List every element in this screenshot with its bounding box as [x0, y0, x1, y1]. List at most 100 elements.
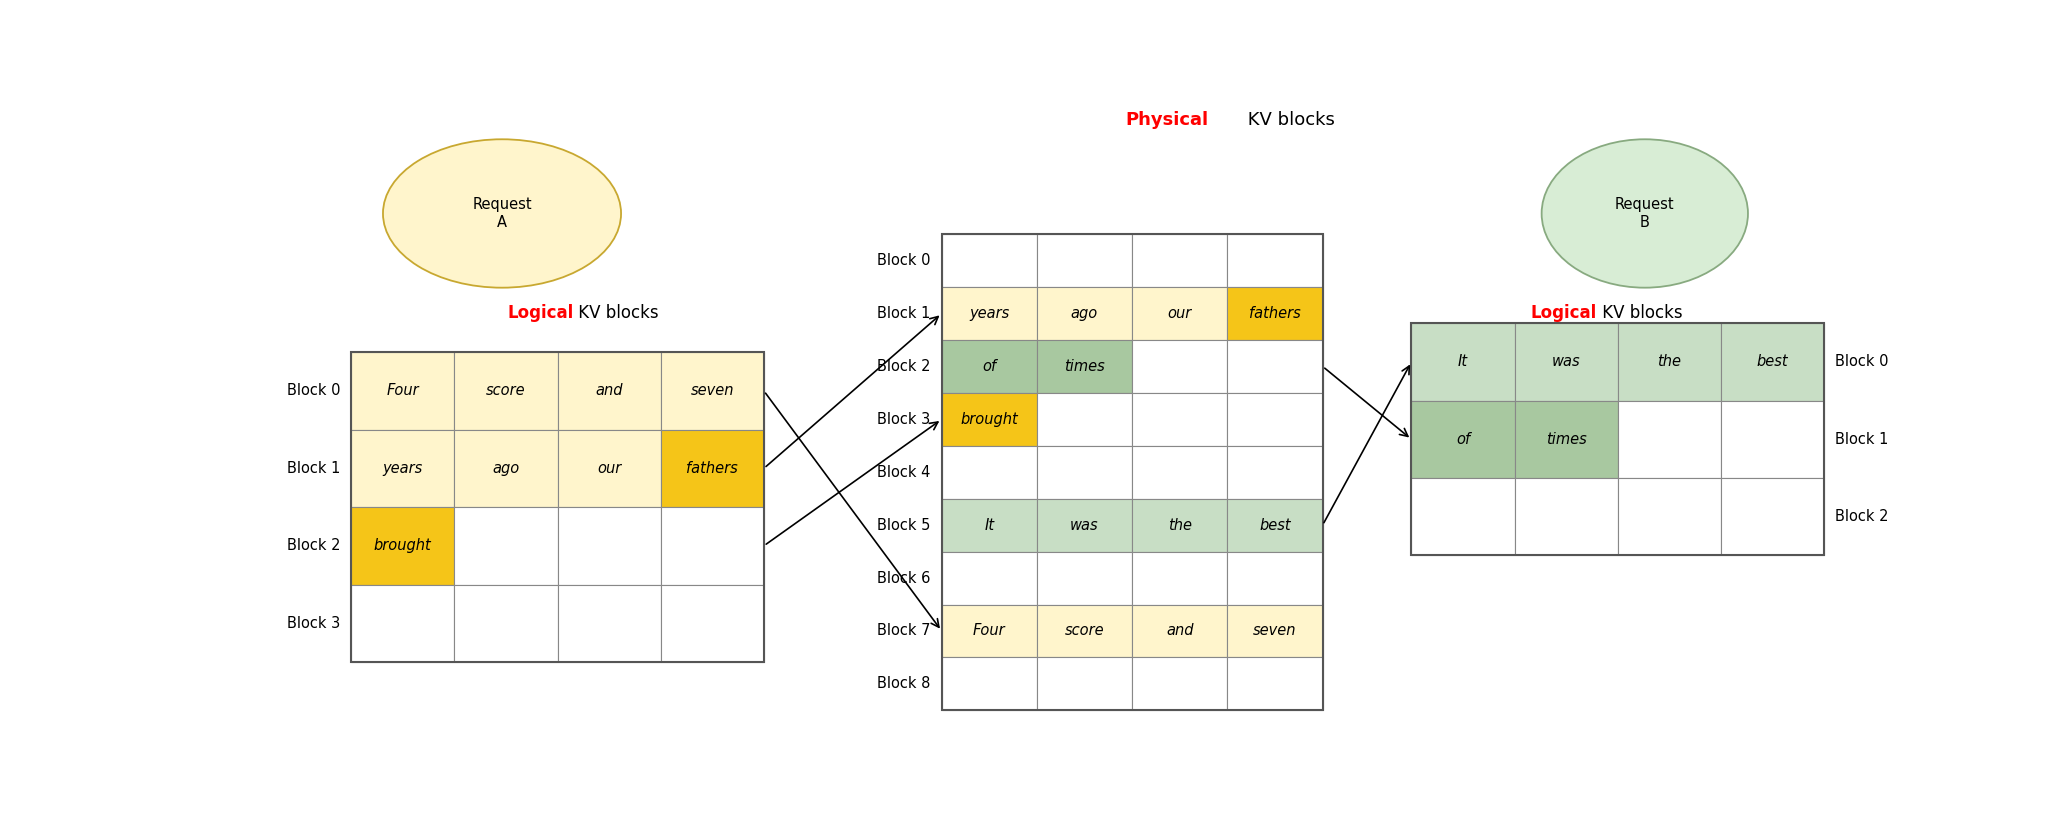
Text: KV blocks: KV blocks [1597, 304, 1683, 323]
Bar [1227, 499, 1323, 551]
Bar [1720, 323, 1825, 401]
Text: our: our [598, 461, 621, 476]
Bar [455, 585, 557, 662]
Text: Four: Four [387, 384, 420, 398]
Text: fathers: fathers [686, 461, 737, 476]
Bar [1036, 658, 1133, 711]
Text: best: best [1260, 518, 1290, 533]
Text: Block 8: Block 8 [877, 676, 930, 691]
Bar [1036, 234, 1133, 287]
Bar [1133, 234, 1227, 287]
Bar [557, 352, 662, 430]
Bar [942, 234, 1036, 287]
Bar [1411, 401, 1516, 478]
Text: years: years [383, 461, 424, 476]
Text: our: our [1167, 306, 1192, 321]
Text: Block 2: Block 2 [877, 359, 930, 374]
Bar [1133, 551, 1227, 604]
Text: score: score [485, 384, 526, 398]
Bar [1227, 234, 1323, 287]
Bar [455, 430, 557, 507]
Bar [1411, 323, 1516, 401]
Bar [1618, 401, 1720, 478]
Bar [942, 499, 1036, 551]
Bar [1036, 340, 1133, 393]
Text: KV blocks: KV blocks [573, 304, 659, 323]
Text: Block 2: Block 2 [1835, 510, 1888, 525]
Text: best: best [1757, 354, 1788, 370]
Text: Block 0: Block 0 [877, 253, 930, 268]
Bar [1411, 323, 1825, 556]
Bar [1036, 287, 1133, 340]
Bar [942, 287, 1036, 340]
Bar [662, 585, 764, 662]
Bar [557, 430, 662, 507]
Text: and: and [1165, 623, 1194, 639]
Text: Block 3: Block 3 [877, 411, 930, 427]
Bar [1227, 551, 1323, 604]
Bar [1036, 393, 1133, 446]
Text: Block 2: Block 2 [287, 538, 340, 553]
Text: seven: seven [1253, 623, 1296, 639]
Bar [1516, 478, 1618, 556]
Bar [662, 430, 764, 507]
Bar [1227, 446, 1323, 499]
Bar [352, 430, 455, 507]
Text: score: score [1065, 623, 1104, 639]
Bar [557, 507, 662, 585]
Text: Block 5: Block 5 [877, 518, 930, 533]
Text: brought: brought [961, 411, 1018, 427]
Bar [1227, 340, 1323, 393]
Text: of: of [1456, 432, 1470, 447]
Text: and: and [596, 384, 623, 398]
Text: Four: Four [973, 623, 1006, 639]
Text: seven: seven [690, 384, 733, 398]
Text: Logical: Logical [508, 304, 573, 323]
Bar [1036, 551, 1133, 604]
Text: Block 0: Block 0 [1835, 354, 1888, 370]
Bar [1133, 287, 1227, 340]
Text: Block 1: Block 1 [1835, 432, 1888, 447]
Text: was: was [1071, 518, 1100, 533]
Bar [1516, 401, 1618, 478]
Text: Logical: Logical [1532, 304, 1597, 323]
Bar [1036, 604, 1133, 658]
Bar [352, 352, 455, 430]
Text: It: It [1458, 354, 1468, 370]
Bar [1720, 401, 1825, 478]
Bar [1227, 604, 1323, 658]
Text: years: years [969, 306, 1010, 321]
Text: brought: brought [375, 538, 432, 553]
Text: Request
B: Request B [1616, 197, 1675, 230]
Bar [1720, 478, 1825, 556]
Bar [1618, 478, 1720, 556]
Bar [1227, 658, 1323, 711]
Text: the: the [1167, 518, 1192, 533]
Text: Block 7: Block 7 [877, 623, 930, 639]
Text: times: times [1546, 432, 1587, 447]
Bar [942, 604, 1036, 658]
Ellipse shape [1542, 139, 1747, 287]
Text: Block 3: Block 3 [287, 616, 340, 631]
Bar [1618, 323, 1720, 401]
Text: Block 6: Block 6 [877, 571, 930, 586]
Bar [1227, 287, 1323, 340]
Text: Request
A: Request A [473, 197, 532, 230]
Bar [942, 340, 1036, 393]
Bar [942, 658, 1036, 711]
Bar [557, 585, 662, 662]
Bar [942, 234, 1323, 711]
Text: of: of [983, 359, 995, 374]
Text: Block 4: Block 4 [877, 465, 930, 479]
Bar [662, 352, 764, 430]
Bar [352, 352, 764, 662]
Text: ago: ago [492, 461, 520, 476]
Bar [1516, 323, 1618, 401]
Text: Physical: Physical [1126, 111, 1208, 129]
Bar [942, 551, 1036, 604]
Text: Block 1: Block 1 [287, 461, 340, 476]
Text: KV blocks: KV blocks [1241, 111, 1335, 129]
Text: times: times [1065, 359, 1104, 374]
Text: ago: ago [1071, 306, 1098, 321]
Bar [1133, 446, 1227, 499]
